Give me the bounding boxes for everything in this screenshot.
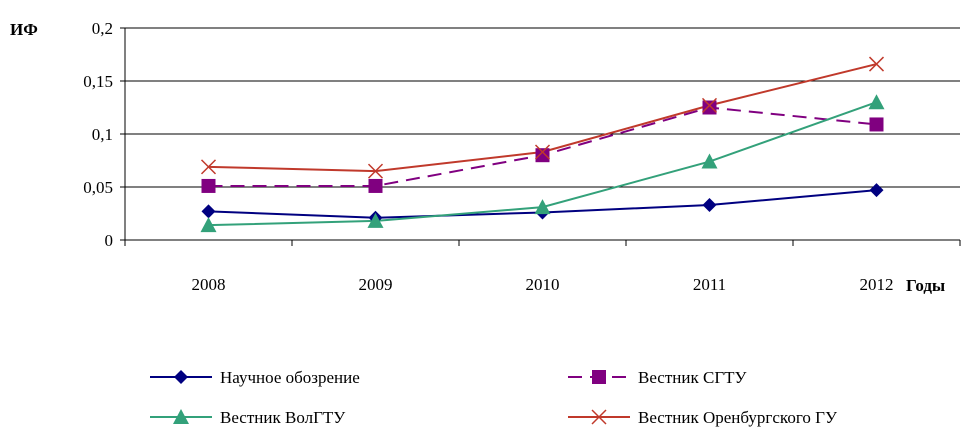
data-point	[701, 153, 718, 169]
x-tick-label: 2008	[192, 275, 226, 294]
data-point	[200, 217, 217, 233]
data-point	[702, 100, 717, 115]
legend-swatch-marker	[173, 409, 189, 424]
legend: Научное обозрение Вестник СГТУ Вестник Вол…	[150, 368, 838, 427]
legend-swatch-marker	[174, 370, 188, 384]
data-point	[869, 183, 884, 198]
legend-item: Вестник Оренбургского ГУ	[568, 408, 838, 427]
y-tick-label: 0	[105, 231, 114, 250]
axes	[120, 27, 961, 246]
legend-label: Вестник Оренбургского ГУ	[638, 408, 838, 427]
x-marker-stroke	[534, 144, 551, 160]
legend-item: Вестник СГТУ	[568, 368, 748, 387]
data-point	[868, 56, 885, 72]
data-point	[368, 178, 383, 193]
x-tick-label: 2010	[526, 275, 560, 294]
data-point	[201, 178, 216, 193]
data-point	[534, 199, 551, 215]
x-marker-stroke	[367, 163, 384, 179]
series-markers	[200, 56, 885, 233]
data-point	[701, 97, 718, 113]
data-point	[868, 94, 885, 110]
legend-swatch-marker	[591, 409, 607, 425]
gridlines	[125, 27, 960, 188]
x-marker-stroke	[701, 97, 718, 113]
x-axis-title: Годы	[906, 276, 945, 295]
series-line	[208, 106, 877, 187]
legend-label: Научное обозрение	[220, 368, 360, 387]
data-point	[367, 163, 384, 179]
y-tick-label: 0,2	[92, 19, 113, 38]
data-point	[201, 204, 216, 219]
x-tick-label: 2009	[359, 275, 393, 294]
y-tick-label: 0,05	[83, 178, 113, 197]
y-axis-title: ИФ	[10, 20, 38, 39]
y-tick-label: 0,1	[92, 125, 113, 144]
data-point	[535, 148, 550, 163]
data-point	[367, 212, 384, 228]
x-marker-stroke	[200, 159, 217, 175]
y-tick-label: 0,15	[83, 72, 113, 91]
x-tick-label: 2011	[693, 275, 726, 294]
data-point	[702, 198, 717, 213]
legend-label: Вестник СГТУ	[638, 368, 748, 387]
x-marker-stroke	[591, 409, 607, 425]
data-point	[869, 117, 884, 132]
legend-item: Вестник ВолГТУ	[150, 408, 346, 427]
legend-item: Научное обозрение	[150, 368, 360, 387]
data-point	[534, 144, 551, 160]
data-point	[200, 159, 217, 175]
x-marker-stroke	[868, 56, 885, 72]
legend-swatch-marker	[592, 370, 606, 384]
x-tick-label: 2012	[860, 275, 894, 294]
legend-label: Вестник ВолГТУ	[220, 408, 346, 427]
tick-labels: 0 0,05 0,1 0,15 0,2 2008 2009 2010 2011 2012	[83, 19, 893, 294]
